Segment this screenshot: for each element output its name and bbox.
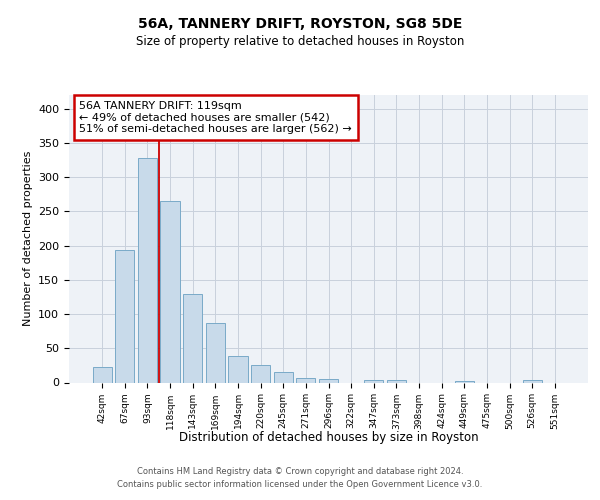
Bar <box>296 378 316 382</box>
Bar <box>206 323 225 382</box>
Bar <box>523 380 542 382</box>
Bar <box>138 158 157 382</box>
Bar <box>319 379 338 382</box>
X-axis label: Distribution of detached houses by size in Royston: Distribution of detached houses by size … <box>179 432 478 444</box>
Bar <box>229 356 248 382</box>
Bar <box>274 372 293 382</box>
Bar <box>92 367 112 382</box>
Bar <box>115 250 134 382</box>
Text: Contains HM Land Registry data © Crown copyright and database right 2024.
Contai: Contains HM Land Registry data © Crown c… <box>118 468 482 489</box>
Bar <box>455 381 474 382</box>
Bar <box>364 380 383 382</box>
Text: 56A TANNERY DRIFT: 119sqm
← 49% of detached houses are smaller (542)
51% of semi: 56A TANNERY DRIFT: 119sqm ← 49% of detac… <box>79 101 352 134</box>
Text: 56A, TANNERY DRIFT, ROYSTON, SG8 5DE: 56A, TANNERY DRIFT, ROYSTON, SG8 5DE <box>138 18 462 32</box>
Bar <box>251 366 270 382</box>
Text: Size of property relative to detached houses in Royston: Size of property relative to detached ho… <box>136 35 464 48</box>
Bar <box>183 294 202 382</box>
Y-axis label: Number of detached properties: Number of detached properties <box>23 151 32 326</box>
Bar <box>160 201 180 382</box>
Bar <box>387 380 406 382</box>
